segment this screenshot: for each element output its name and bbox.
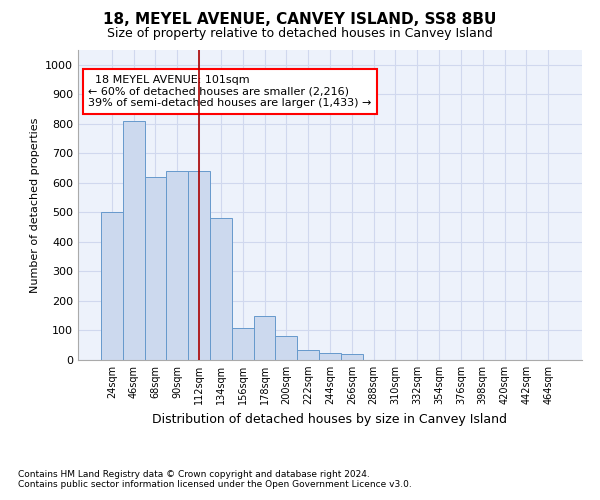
Bar [297, 350, 319, 360]
Bar [254, 316, 275, 360]
Bar [123, 121, 145, 360]
Text: Contains HM Land Registry data © Crown copyright and database right 2024.
Contai: Contains HM Land Registry data © Crown c… [18, 470, 412, 489]
Text: Size of property relative to detached houses in Canvey Island: Size of property relative to detached ho… [107, 28, 493, 40]
X-axis label: Distribution of detached houses by size in Canvey Island: Distribution of detached houses by size … [152, 412, 508, 426]
Text: 18 MEYEL AVENUE: 101sqm
← 60% of detached houses are smaller (2,216)
39% of semi: 18 MEYEL AVENUE: 101sqm ← 60% of detache… [88, 75, 371, 108]
Bar [341, 354, 363, 360]
Bar [210, 218, 232, 360]
Text: 18, MEYEL AVENUE, CANVEY ISLAND, SS8 8BU: 18, MEYEL AVENUE, CANVEY ISLAND, SS8 8BU [103, 12, 497, 28]
Bar [166, 171, 188, 360]
Bar [145, 177, 166, 360]
Bar [101, 212, 123, 360]
Bar [275, 336, 297, 360]
Bar [232, 328, 254, 360]
Bar [188, 171, 210, 360]
Y-axis label: Number of detached properties: Number of detached properties [29, 118, 40, 292]
Bar [319, 352, 341, 360]
